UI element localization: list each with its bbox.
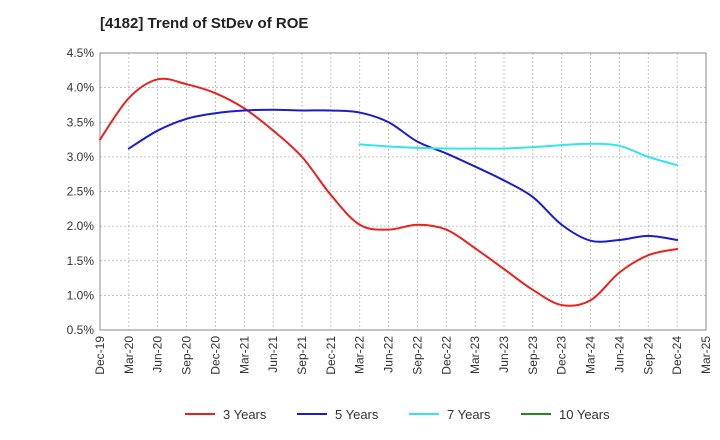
x-tick-label: Jun-24 (612, 336, 626, 373)
x-tick-label: Mar-25 (699, 336, 713, 374)
series-line-7-years (358, 142, 679, 167)
y-tick-label: 0.5% (67, 323, 95, 337)
x-tick-label: Dec-19 (93, 336, 107, 375)
x-tick-labels: Dec-19 Mar-20 Jun-20 Sep-20 Dec-20 Mar-21 Jun-… (93, 336, 713, 375)
y-tick-label: 3.5% (67, 115, 95, 129)
y-tick-label: 4.0% (67, 81, 95, 95)
x-tick-label: Jun-20 (151, 336, 165, 373)
y-tick-label: 2.5% (67, 185, 95, 199)
axes (99, 52, 707, 331)
chart-title: [4182] Trend of StDev of ROE (100, 15, 308, 32)
x-tick-label: Mar-24 (584, 336, 598, 374)
legend-label-10-years: 10 Years (559, 407, 610, 422)
y-tick-label: 3.0% (67, 150, 95, 164)
x-tick-label: Dec-24 (670, 336, 684, 375)
x-tick-label: Sep-22 (410, 336, 424, 375)
series-line-3-years (99, 77, 679, 307)
x-tick-label: Mar-21 (237, 336, 251, 374)
x-tick-label: Mar-20 (122, 336, 136, 374)
series-lines (99, 77, 679, 307)
x-tick-label: Dec-23 (555, 336, 569, 375)
y-tick-label: 1.5% (67, 254, 95, 268)
legend-label-5-years: 5 Years (335, 407, 379, 422)
y-tick-label: 2.0% (67, 219, 95, 233)
x-tick-label: Sep-21 (295, 336, 309, 375)
x-tick-label: Sep-23 (526, 336, 540, 375)
y-tick-label: 1.0% (67, 288, 95, 302)
x-tick-label: Dec-22 (439, 336, 453, 375)
legend-label-3-years: 3 Years (223, 407, 267, 422)
y-tick-labels: 0.5% 1.0% 1.5% 2.0% 2.5% 3.0% 3.5% 4.0% 4.5% (67, 46, 95, 337)
x-tick-label: Jun-21 (266, 336, 280, 373)
y-tick-label: 4.5% (67, 46, 95, 60)
x-tick-label: Sep-20 (180, 336, 194, 375)
series-line-5-years (127, 108, 679, 243)
x-tick-label: Jun-22 (382, 336, 396, 373)
x-tick-label: Jun-23 (497, 336, 511, 373)
x-tick-label: Mar-22 (353, 336, 367, 374)
legend: 3 Years 5 Years 7 Years 10 Years (185, 407, 610, 422)
x-tick-label: Dec-21 (324, 336, 338, 375)
plot-frame (99, 52, 707, 331)
grid (99, 52, 707, 331)
legend-label-7-years: 7 Years (447, 407, 491, 422)
x-tick-label: Mar-23 (468, 336, 482, 374)
x-tick-label: Sep-24 (641, 336, 655, 375)
x-tick-label: Dec-20 (208, 336, 222, 375)
